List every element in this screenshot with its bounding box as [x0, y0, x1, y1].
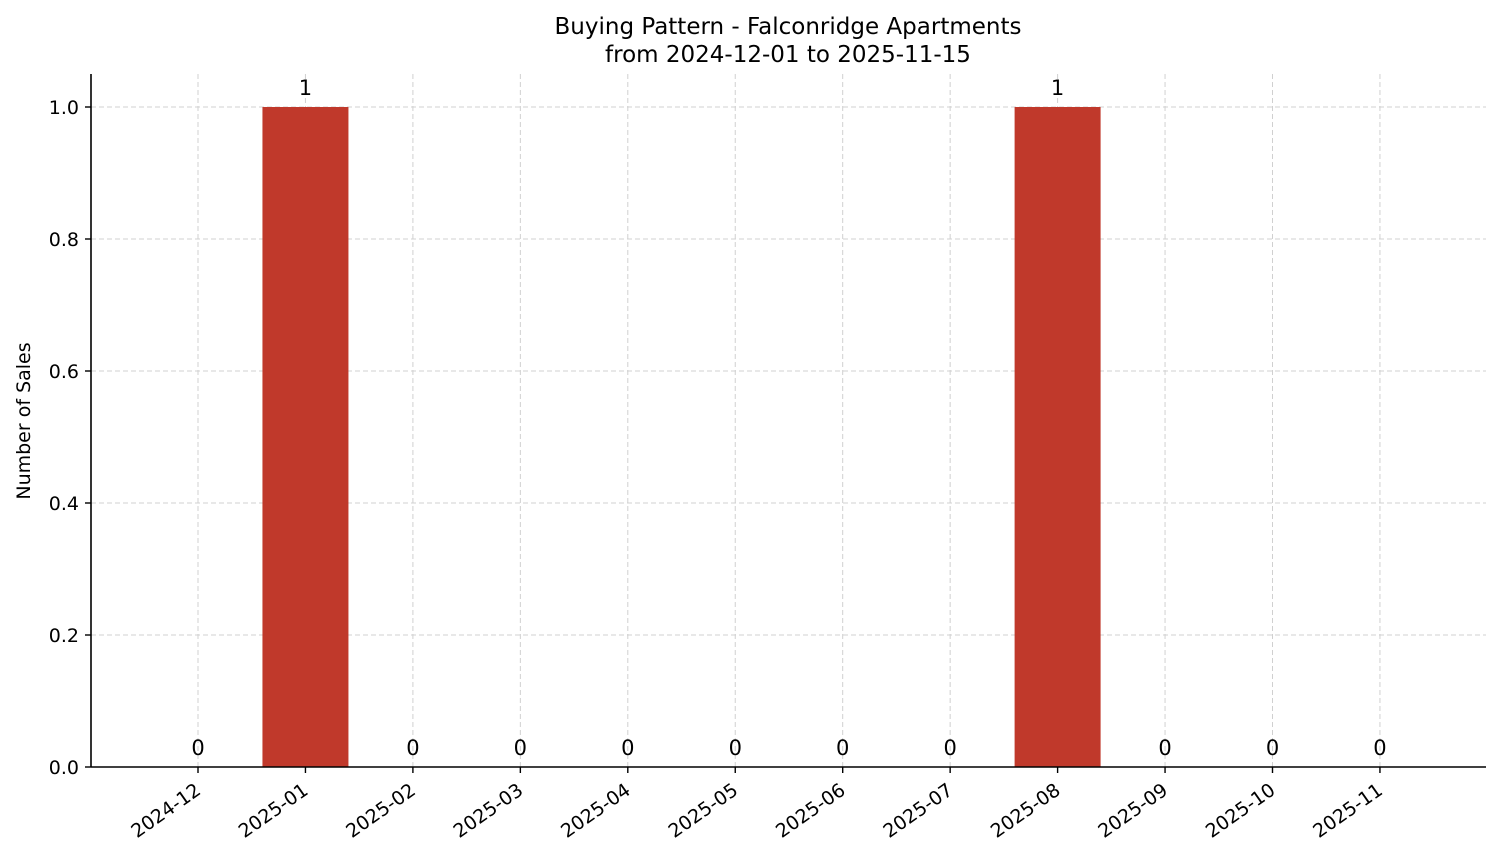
bar-2025-08	[1014, 107, 1101, 767]
y-tick-label: 0.0	[49, 757, 79, 779]
data-label-2025-04: 0	[621, 736, 634, 760]
x-tick-label: 2025-04	[557, 779, 635, 843]
data-label-2025-02: 0	[406, 736, 419, 760]
x-tick-label: 2025-05	[664, 779, 742, 843]
data-label-2025-06: 0	[836, 736, 849, 760]
data-label-2025-09: 0	[1158, 736, 1171, 760]
x-tick-label: 2025-07	[879, 779, 957, 843]
x-tick-label: 2025-11	[1309, 779, 1387, 843]
data-label-2025-03: 0	[514, 736, 527, 760]
chart-subtitle: from 2024-12-01 to 2025-11-15	[605, 42, 971, 68]
data-label-2025-01: 1	[299, 76, 312, 100]
data-label-2025-11: 0	[1373, 736, 1386, 760]
y-tick-label: 0.6	[49, 361, 79, 383]
x-tick-label: 2025-10	[1202, 779, 1280, 843]
x-tick-label: 2025-01	[235, 779, 313, 843]
bar-2025-01	[262, 107, 349, 767]
x-tick-label: 2025-02	[342, 779, 420, 843]
y-tick-label: 0.2	[49, 625, 79, 647]
bars-layer	[262, 107, 1101, 767]
y-tick-label: 1.0	[49, 97, 79, 119]
y-tick-label: 0.4	[49, 493, 79, 515]
x-tick-label: 2025-08	[987, 779, 1065, 843]
data-label-2025-05: 0	[729, 736, 742, 760]
chart-title: Buying Pattern - Falconridge Apartments	[555, 14, 1022, 40]
x-tick-label: 2025-09	[1094, 779, 1172, 843]
x-tick-label: 2024-12	[127, 779, 205, 843]
y-axis-label: Number of Sales	[13, 342, 35, 499]
y-tick-label: 0.8	[49, 229, 79, 251]
x-tick-label: 2025-03	[450, 779, 528, 843]
data-label-2024-12: 0	[191, 736, 204, 760]
labels-layer: 0.0 0.2 0.4 0.6 0.8 1.0 0 2024-12 1 2025-01 0 2025-…	[49, 76, 1387, 843]
data-label-2025-07: 0	[943, 736, 956, 760]
data-label-2025-08: 1	[1051, 76, 1064, 100]
axes-layer	[85, 74, 1486, 773]
x-tick-label: 2025-06	[772, 779, 850, 843]
data-label-2025-10: 0	[1266, 736, 1279, 760]
